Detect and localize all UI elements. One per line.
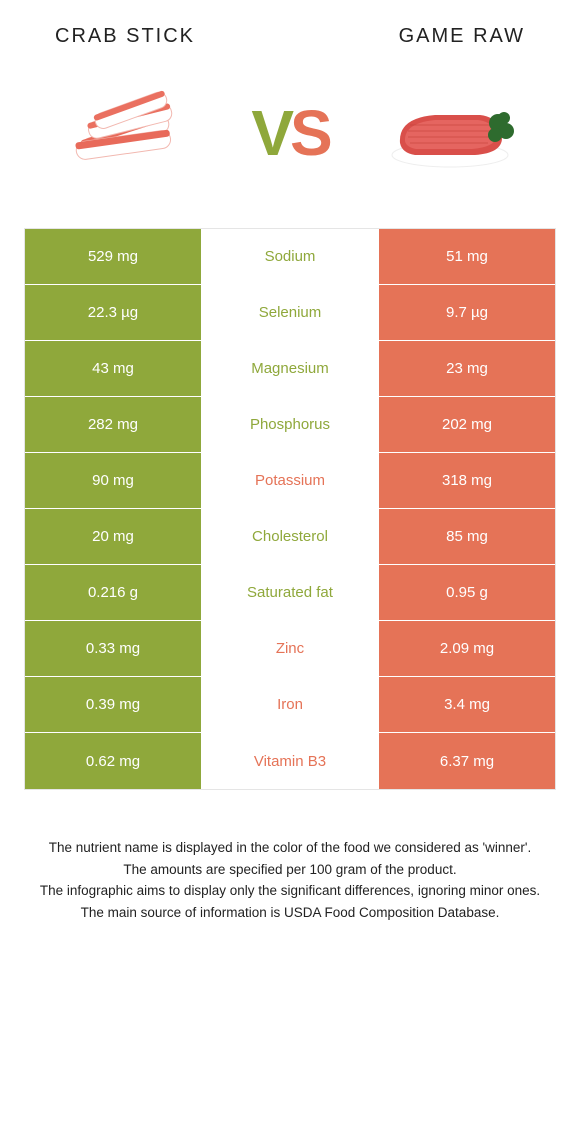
nutrient-label-cell: Zinc <box>201 621 379 676</box>
table-row: 22.3 µgSelenium9.7 µg <box>25 285 555 341</box>
table-row: 0.216 gSaturated fat0.95 g <box>25 565 555 621</box>
nutrient-label-cell: Sodium <box>201 229 379 284</box>
table-row: 0.62 mgVitamin B36.37 mg <box>25 733 555 789</box>
left-value-cell: 282 mg <box>25 397 201 452</box>
right-food-title: GAME RAW <box>399 25 525 48</box>
right-value-cell: 2.09 mg <box>379 621 555 676</box>
crab-stick-image <box>60 78 200 188</box>
right-value-cell: 0.95 g <box>379 565 555 620</box>
footer-line-4: The main source of information is USDA F… <box>30 903 550 923</box>
left-value-cell: 529 mg <box>25 229 201 284</box>
left-value-cell: 20 mg <box>25 509 201 564</box>
nutrient-label-cell: Phosphorus <box>201 397 379 452</box>
left-value-cell: 0.33 mg <box>25 621 201 676</box>
nutrient-table: 529 mgSodium51 mg22.3 µgSelenium9.7 µg43… <box>24 228 556 790</box>
nutrient-label-cell: Cholesterol <box>201 509 379 564</box>
table-row: 43 mgMagnesium23 mg <box>25 341 555 397</box>
right-value-cell: 51 mg <box>379 229 555 284</box>
header-titles: CRAB STICK GAME RAW <box>0 0 580 58</box>
vs-s-letter: S <box>290 97 329 169</box>
left-value-cell: 90 mg <box>25 453 201 508</box>
game-raw-image <box>380 78 520 188</box>
nutrient-label-cell: Saturated fat <box>201 565 379 620</box>
vs-label: VS <box>251 96 328 170</box>
footer-line-2: The amounts are specified per 100 gram o… <box>30 860 550 880</box>
footer-line-3: The infographic aims to display only the… <box>30 881 550 901</box>
nutrient-label-cell: Potassium <box>201 453 379 508</box>
images-row: VS <box>0 58 580 228</box>
table-row: 90 mgPotassium318 mg <box>25 453 555 509</box>
right-value-cell: 6.37 mg <box>379 733 555 789</box>
nutrient-label-cell: Iron <box>201 677 379 732</box>
table-row: 529 mgSodium51 mg <box>25 229 555 285</box>
nutrient-label-cell: Magnesium <box>201 341 379 396</box>
left-value-cell: 22.3 µg <box>25 285 201 340</box>
right-value-cell: 3.4 mg <box>379 677 555 732</box>
right-value-cell: 85 mg <box>379 509 555 564</box>
left-value-cell: 0.39 mg <box>25 677 201 732</box>
right-value-cell: 202 mg <box>379 397 555 452</box>
table-row: 282 mgPhosphorus202 mg <box>25 397 555 453</box>
left-value-cell: 0.62 mg <box>25 733 201 789</box>
left-food-title: CRAB STICK <box>55 25 195 48</box>
table-row: 0.39 mgIron3.4 mg <box>25 677 555 733</box>
right-value-cell: 9.7 µg <box>379 285 555 340</box>
left-value-cell: 0.216 g <box>25 565 201 620</box>
footer-notes: The nutrient name is displayed in the co… <box>0 790 580 922</box>
right-value-cell: 318 mg <box>379 453 555 508</box>
vs-v-letter: V <box>251 97 290 169</box>
footer-line-1: The nutrient name is displayed in the co… <box>30 838 550 858</box>
table-row: 20 mgCholesterol85 mg <box>25 509 555 565</box>
nutrient-label-cell: Selenium <box>201 285 379 340</box>
left-value-cell: 43 mg <box>25 341 201 396</box>
right-value-cell: 23 mg <box>379 341 555 396</box>
nutrient-label-cell: Vitamin B3 <box>201 733 379 789</box>
table-row: 0.33 mgZinc2.09 mg <box>25 621 555 677</box>
